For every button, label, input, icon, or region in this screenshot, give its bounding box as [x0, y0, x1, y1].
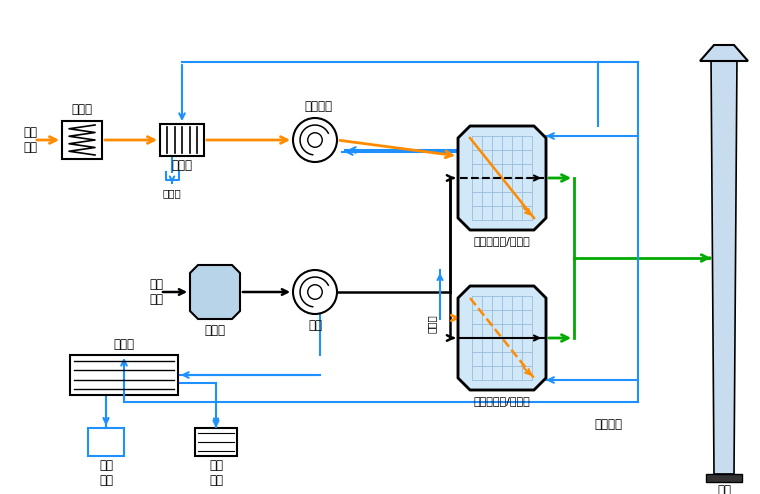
Bar — [160, 124, 204, 156]
Text: 烘干风机: 烘干风机 — [304, 100, 332, 113]
Text: 预处理: 预处理 — [204, 324, 226, 337]
Bar — [706, 474, 742, 482]
Text: 过滤器: 过滤器 — [71, 103, 93, 116]
Text: 不凝气: 不凝气 — [427, 314, 437, 333]
Text: 烟囱: 烟囱 — [717, 484, 731, 494]
Text: 排液口: 排液口 — [163, 188, 182, 198]
Polygon shape — [700, 45, 748, 61]
Bar — [62, 121, 102, 159]
Text: 活性炭吸附/脱附塔: 活性炭吸附/脱附塔 — [473, 396, 530, 406]
Polygon shape — [711, 55, 737, 474]
Text: 有机
废气: 有机 废气 — [149, 278, 163, 306]
Bar — [70, 355, 178, 395]
Polygon shape — [190, 265, 240, 319]
Text: 风机: 风机 — [308, 319, 322, 332]
Text: 新鲜
空气: 新鲜 空气 — [23, 126, 37, 154]
Text: 溦剂
回收: 溦剂 回收 — [99, 459, 113, 487]
Text: 加热器: 加热器 — [172, 159, 192, 172]
Bar — [195, 428, 237, 456]
Text: 污水
排放: 污水 排放 — [209, 459, 223, 487]
Bar — [88, 428, 124, 456]
Polygon shape — [458, 286, 546, 390]
Polygon shape — [458, 126, 546, 230]
Text: 冷凝器: 冷凝器 — [113, 338, 135, 351]
Text: 低压蕊气: 低压蕊气 — [594, 418, 622, 431]
Text: 活性炭吸附/脱附塔: 活性炭吸附/脱附塔 — [473, 236, 530, 246]
